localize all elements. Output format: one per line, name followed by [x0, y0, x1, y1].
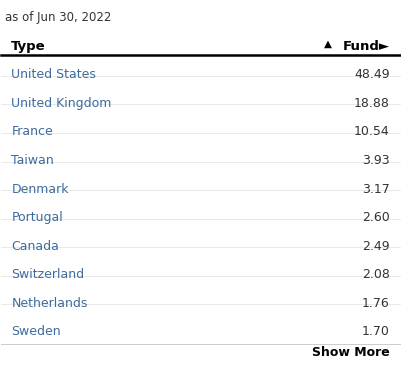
Text: 3.17: 3.17 — [362, 183, 390, 196]
Text: Show More: Show More — [312, 346, 390, 359]
Text: Sweden: Sweden — [11, 325, 61, 338]
Text: France: France — [11, 125, 53, 138]
Text: 2.49: 2.49 — [362, 240, 390, 253]
Text: 18.88: 18.88 — [354, 97, 390, 110]
Text: Canada: Canada — [11, 240, 59, 253]
Text: Denmark: Denmark — [11, 183, 69, 196]
Text: Portugal: Portugal — [11, 211, 63, 224]
Text: Fund►: Fund► — [342, 40, 390, 53]
Text: Taiwan: Taiwan — [11, 154, 54, 167]
Text: 2.08: 2.08 — [362, 268, 390, 281]
Text: Netherlands: Netherlands — [11, 297, 88, 310]
Text: 48.49: 48.49 — [354, 68, 390, 81]
Text: United States: United States — [11, 68, 96, 81]
Text: 1.70: 1.70 — [362, 325, 390, 338]
Text: United Kingdom: United Kingdom — [11, 97, 112, 110]
Text: 2.60: 2.60 — [362, 211, 390, 224]
Text: ▲: ▲ — [324, 39, 332, 49]
Text: Type: Type — [11, 40, 46, 53]
Text: Switzerland: Switzerland — [11, 268, 85, 281]
Text: 10.54: 10.54 — [354, 125, 390, 138]
Text: 1.76: 1.76 — [362, 297, 390, 310]
Text: as of Jun 30, 2022: as of Jun 30, 2022 — [5, 11, 112, 24]
Text: 3.93: 3.93 — [362, 154, 390, 167]
